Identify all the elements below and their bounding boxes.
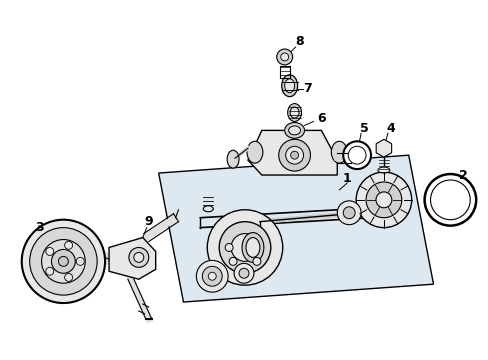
- Text: 9: 9: [144, 215, 153, 228]
- Circle shape: [46, 267, 54, 275]
- Circle shape: [64, 274, 72, 282]
- Circle shape: [196, 260, 228, 292]
- Polygon shape: [109, 238, 155, 279]
- Circle shape: [343, 207, 354, 219]
- Circle shape: [76, 257, 84, 265]
- Ellipse shape: [287, 104, 301, 121]
- Circle shape: [21, 220, 105, 303]
- Text: 4: 4: [386, 122, 394, 135]
- Circle shape: [64, 241, 72, 249]
- Circle shape: [208, 272, 216, 280]
- Circle shape: [337, 201, 360, 225]
- Ellipse shape: [377, 167, 389, 173]
- Circle shape: [219, 222, 270, 273]
- Circle shape: [366, 182, 401, 218]
- Circle shape: [278, 139, 310, 171]
- Circle shape: [129, 247, 148, 267]
- Circle shape: [355, 172, 411, 228]
- Text: 7: 7: [303, 82, 311, 95]
- Ellipse shape: [245, 238, 259, 257]
- Polygon shape: [158, 155, 433, 302]
- Circle shape: [46, 247, 54, 256]
- Ellipse shape: [284, 79, 294, 93]
- Circle shape: [290, 151, 298, 159]
- Circle shape: [252, 257, 260, 265]
- Polygon shape: [375, 139, 391, 157]
- Circle shape: [375, 192, 391, 208]
- Ellipse shape: [242, 233, 264, 262]
- Ellipse shape: [226, 150, 239, 168]
- Circle shape: [429, 180, 469, 220]
- Circle shape: [229, 257, 237, 265]
- Text: 6: 6: [316, 112, 325, 125]
- Circle shape: [424, 174, 475, 226]
- Ellipse shape: [281, 75, 297, 96]
- Circle shape: [231, 234, 258, 261]
- Circle shape: [207, 210, 282, 285]
- Circle shape: [224, 243, 233, 251]
- Text: 3: 3: [35, 221, 44, 234]
- Ellipse shape: [284, 122, 304, 138]
- Circle shape: [285, 146, 303, 164]
- Polygon shape: [247, 130, 337, 175]
- Circle shape: [280, 53, 288, 61]
- Ellipse shape: [246, 141, 263, 163]
- Text: 2: 2: [458, 168, 467, 181]
- Text: 8: 8: [295, 35, 303, 48]
- Circle shape: [59, 256, 68, 266]
- Ellipse shape: [331, 141, 346, 163]
- Circle shape: [202, 266, 222, 286]
- Circle shape: [343, 141, 370, 169]
- Circle shape: [276, 49, 292, 65]
- Ellipse shape: [288, 126, 300, 135]
- Circle shape: [134, 252, 143, 262]
- Circle shape: [51, 249, 75, 273]
- Circle shape: [30, 228, 97, 295]
- Circle shape: [347, 146, 366, 164]
- Circle shape: [234, 264, 253, 283]
- Ellipse shape: [203, 206, 213, 212]
- Text: 1: 1: [342, 171, 351, 185]
- Circle shape: [239, 268, 248, 278]
- Circle shape: [41, 239, 85, 283]
- Ellipse shape: [289, 107, 299, 118]
- Text: 5: 5: [359, 122, 367, 135]
